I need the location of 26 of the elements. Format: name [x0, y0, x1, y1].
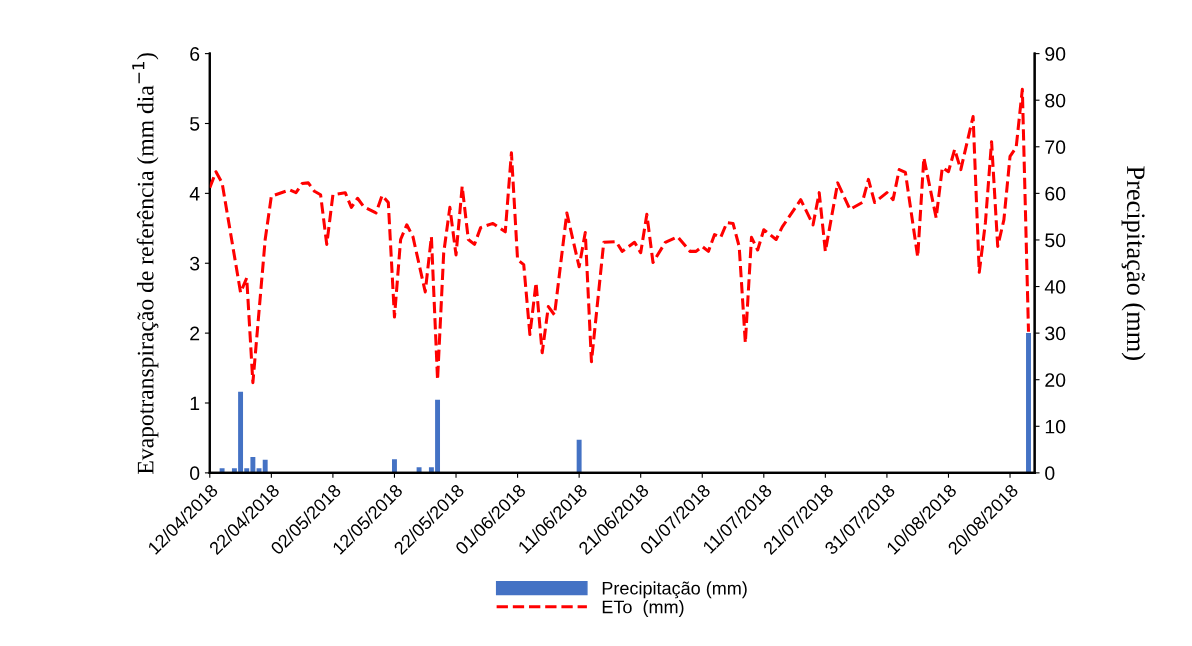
y-tick-label: 1 [190, 396, 200, 411]
y-tick-label: 4 [189, 187, 200, 201]
y2-tick-label: 90 [1045, 47, 1066, 61]
y2-tick-label: 40 [1044, 280, 1066, 294]
y2-tick-label: 60 [1045, 186, 1066, 201]
legend-label: ETo (mm) [602, 600, 684, 617]
y-tick-label: 5 [190, 117, 200, 131]
bar [576, 439, 582, 473]
y-axis-title: Evapotranspiração de referência (mm dia$^{−1}$) [132, 53, 159, 474]
y-tick-label: 3 [190, 256, 200, 271]
bar [392, 459, 397, 473]
y-tick-label: 2 [190, 326, 200, 341]
bar [262, 459, 268, 473]
y-tick-label: 0 [190, 466, 200, 481]
y2-tick-label: 20 [1045, 373, 1066, 387]
y2-axis-title: Precipitação (mm) [1121, 166, 1146, 360]
y2-tick-label: 30 [1045, 326, 1066, 341]
y2-tick-label: 80 [1045, 93, 1066, 108]
legend-label: Precipitação (mm) [602, 581, 747, 599]
y2-tick-label: 10 [1045, 419, 1066, 434]
y2-tick-label: 50 [1045, 233, 1066, 248]
bar [1026, 333, 1031, 473]
y2-tick-label: 0 [1045, 466, 1055, 481]
y2-tick-label: 70 [1045, 140, 1066, 155]
y-tick-label: 6 [190, 47, 200, 61]
line-series [209, 87, 1031, 385]
